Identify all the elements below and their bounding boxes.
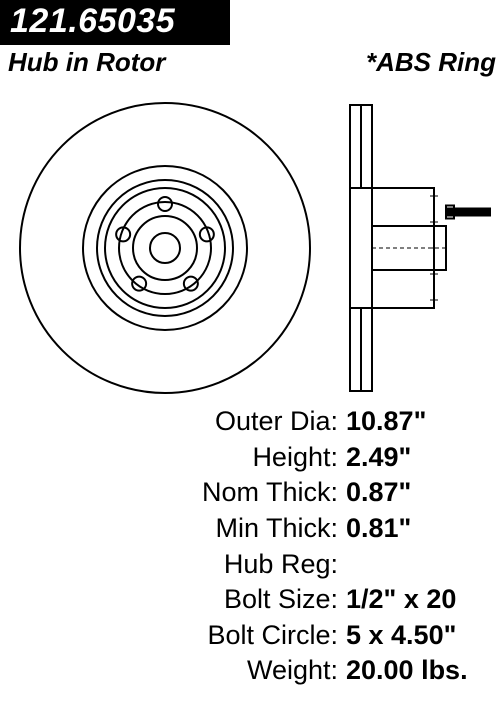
rotor-svg [0, 78, 504, 398]
spec-label: Bolt Circle: [207, 618, 338, 654]
part-number-header: 121.65035 [0, 0, 230, 45]
spec-label: Nom Thick: [202, 475, 338, 511]
spec-label: Hub Reg: [224, 547, 338, 583]
spec-value: 0.87" [346, 475, 486, 511]
spec-label: Bolt Size: [224, 582, 338, 618]
spec-label: Min Thick: [215, 511, 338, 547]
spec-value: 2.49" [346, 440, 486, 476]
spec-value: 0.81" [346, 511, 486, 547]
spec-row: Bolt Size:1/2" x 20 [0, 582, 486, 618]
subtitle-left: Hub in Rotor [8, 47, 165, 78]
spec-label: Outer Dia: [215, 404, 338, 440]
spec-row: Height:2.49" [0, 440, 486, 476]
spec-table: Outer Dia:10.87"Height:2.49"Nom Thick:0.… [0, 404, 504, 689]
spec-row: Outer Dia:10.87" [0, 404, 486, 440]
spec-row: Nom Thick:0.87" [0, 475, 486, 511]
spec-label: Height: [252, 440, 338, 476]
subtitle-row: Hub in Rotor *ABS Ring [0, 47, 504, 78]
spec-label: Weight: [247, 653, 338, 689]
spec-row: Min Thick:0.81" [0, 511, 486, 547]
spec-row: Hub Reg: [0, 547, 486, 583]
rotor-diagram [0, 78, 504, 398]
spec-value: 10.87" [346, 404, 486, 440]
subtitle-right: *ABS Ring [366, 47, 496, 78]
spec-value: 20.00 lbs. [346, 653, 486, 689]
spec-value: 5 x 4.50" [346, 618, 486, 654]
spec-value [346, 547, 486, 583]
spec-row: Bolt Circle:5 x 4.50" [0, 618, 486, 654]
spec-value: 1/2" x 20 [346, 582, 486, 618]
spec-row: Weight:20.00 lbs. [0, 653, 486, 689]
